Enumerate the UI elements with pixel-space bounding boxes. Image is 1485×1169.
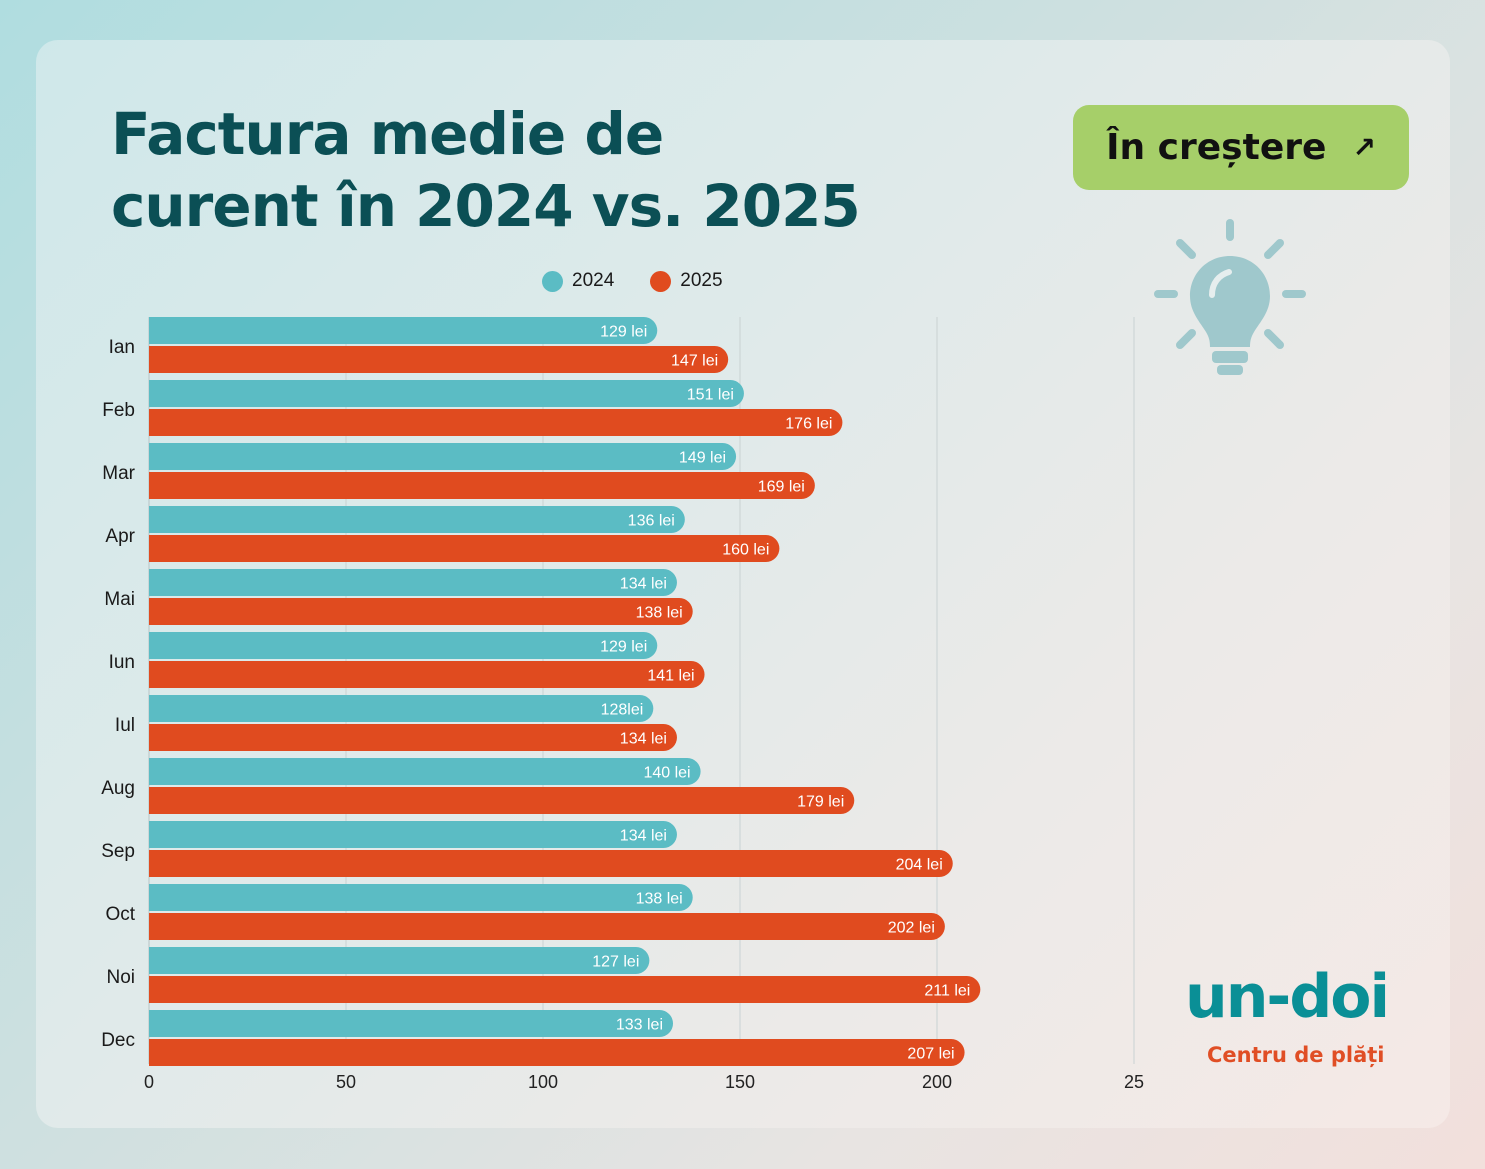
legend-label-2024: 2024 bbox=[572, 270, 615, 291]
data-label-2025: 179 lei bbox=[797, 794, 844, 811]
y-category-label: Apr bbox=[105, 526, 135, 547]
data-label-2024: 138 lei bbox=[636, 891, 683, 908]
x-tick-label: 200 bbox=[922, 1072, 952, 1092]
data-label-2025: 138 lei bbox=[636, 605, 683, 622]
data-label-2025: 160 lei bbox=[722, 542, 769, 559]
bar-2024 bbox=[149, 380, 744, 407]
data-label-2024: 134 lei bbox=[620, 828, 667, 845]
bar-2024 bbox=[149, 695, 654, 722]
bar-2025 bbox=[149, 724, 677, 751]
y-category-label: Ian bbox=[109, 337, 135, 358]
data-label-2024: 128lei bbox=[601, 702, 644, 719]
y-category-label: Mar bbox=[102, 463, 135, 484]
chart-legend: 2024 2025 bbox=[542, 270, 723, 292]
x-tick-label: 25 bbox=[1124, 1072, 1144, 1092]
data-label-2025: 207 lei bbox=[907, 1046, 954, 1063]
bar-2024 bbox=[149, 884, 693, 911]
y-category-label: Noi bbox=[106, 967, 135, 988]
bar-2024 bbox=[149, 947, 650, 974]
data-label-2025: 204 lei bbox=[896, 857, 943, 874]
data-label-2025: 134 lei bbox=[620, 731, 667, 748]
data-label-2024: 136 lei bbox=[628, 513, 675, 530]
arrow-up-right-icon: ↗ bbox=[1352, 131, 1376, 164]
y-category-label: Mai bbox=[104, 589, 135, 610]
title-line-1: Factura medie de bbox=[111, 100, 664, 168]
data-label-2025: 176 lei bbox=[785, 416, 832, 433]
bar-2025 bbox=[149, 598, 693, 625]
bar-2024 bbox=[149, 1010, 674, 1037]
legend-swatch-2025 bbox=[650, 270, 672, 292]
x-tick-label: 50 bbox=[336, 1072, 356, 1092]
data-label-2024: 129 lei bbox=[600, 639, 647, 656]
x-tick-label: 0 bbox=[144, 1072, 154, 1092]
data-label-2025: 147 lei bbox=[671, 353, 718, 370]
bar-2025 bbox=[149, 976, 981, 1003]
y-category-label: Sep bbox=[101, 841, 135, 862]
trend-badge-label: În creștere bbox=[1106, 127, 1327, 168]
title-line-2: curent în 2024 vs. 2025 bbox=[111, 172, 861, 240]
x-tick-label: 150 bbox=[725, 1072, 755, 1092]
y-category-label: Feb bbox=[102, 400, 135, 421]
brand-tagline: Centru de plăți bbox=[1207, 1043, 1385, 1067]
lightbulb-icon bbox=[1154, 219, 1306, 375]
bar-2025 bbox=[149, 661, 705, 688]
data-label-2024: 140 lei bbox=[643, 765, 690, 782]
bar-2024 bbox=[149, 632, 658, 659]
x-tick-label: 100 bbox=[528, 1072, 558, 1092]
y-category-label: Iul bbox=[115, 715, 135, 736]
bar-2025 bbox=[149, 535, 780, 562]
bar-2025 bbox=[149, 850, 953, 877]
data-label-2024: 129 lei bbox=[600, 324, 647, 341]
data-label-2025: 141 lei bbox=[647, 668, 694, 685]
bar-2024 bbox=[149, 317, 658, 344]
y-category-label: Oct bbox=[105, 904, 135, 925]
bar-2025 bbox=[149, 472, 815, 499]
bar-2024 bbox=[149, 758, 701, 785]
legend-item-2024: 2024 bbox=[542, 270, 614, 292]
bar-2025 bbox=[149, 346, 729, 373]
bar-2025 bbox=[149, 1039, 965, 1066]
data-label-2024: 133 lei bbox=[616, 1017, 663, 1034]
data-label-2024: 134 lei bbox=[620, 576, 667, 593]
page-title: Factura medie de curent în 2024 vs. 2025 bbox=[111, 98, 861, 242]
data-label-2025: 202 lei bbox=[888, 920, 935, 937]
legend-item-2025: 2025 bbox=[650, 270, 723, 292]
y-category-label: Aug bbox=[101, 778, 135, 799]
data-label-2025: 169 lei bbox=[758, 479, 805, 496]
legend-label-2025: 2025 bbox=[680, 270, 723, 291]
bar-2025 bbox=[149, 409, 843, 436]
trend-badge[interactable]: În creștere ↗ bbox=[1073, 105, 1409, 190]
data-label-2024: 149 lei bbox=[679, 450, 726, 467]
bar-2024 bbox=[149, 443, 737, 470]
data-label-2024: 151 lei bbox=[687, 387, 734, 404]
y-category-label: Dec bbox=[101, 1030, 135, 1051]
legend-swatch-2024 bbox=[542, 270, 563, 292]
bar-2025 bbox=[149, 913, 945, 940]
data-label-2025: 211 lei bbox=[924, 983, 970, 1000]
bar-2024 bbox=[149, 569, 677, 596]
data-label-2024: 127 lei bbox=[592, 954, 639, 971]
bar-2025 bbox=[149, 787, 855, 814]
brand-logo: un-doi bbox=[1185, 962, 1390, 1032]
bar-2024 bbox=[149, 506, 685, 533]
bar-2024 bbox=[149, 821, 677, 848]
y-category-label: Iun bbox=[109, 652, 135, 673]
